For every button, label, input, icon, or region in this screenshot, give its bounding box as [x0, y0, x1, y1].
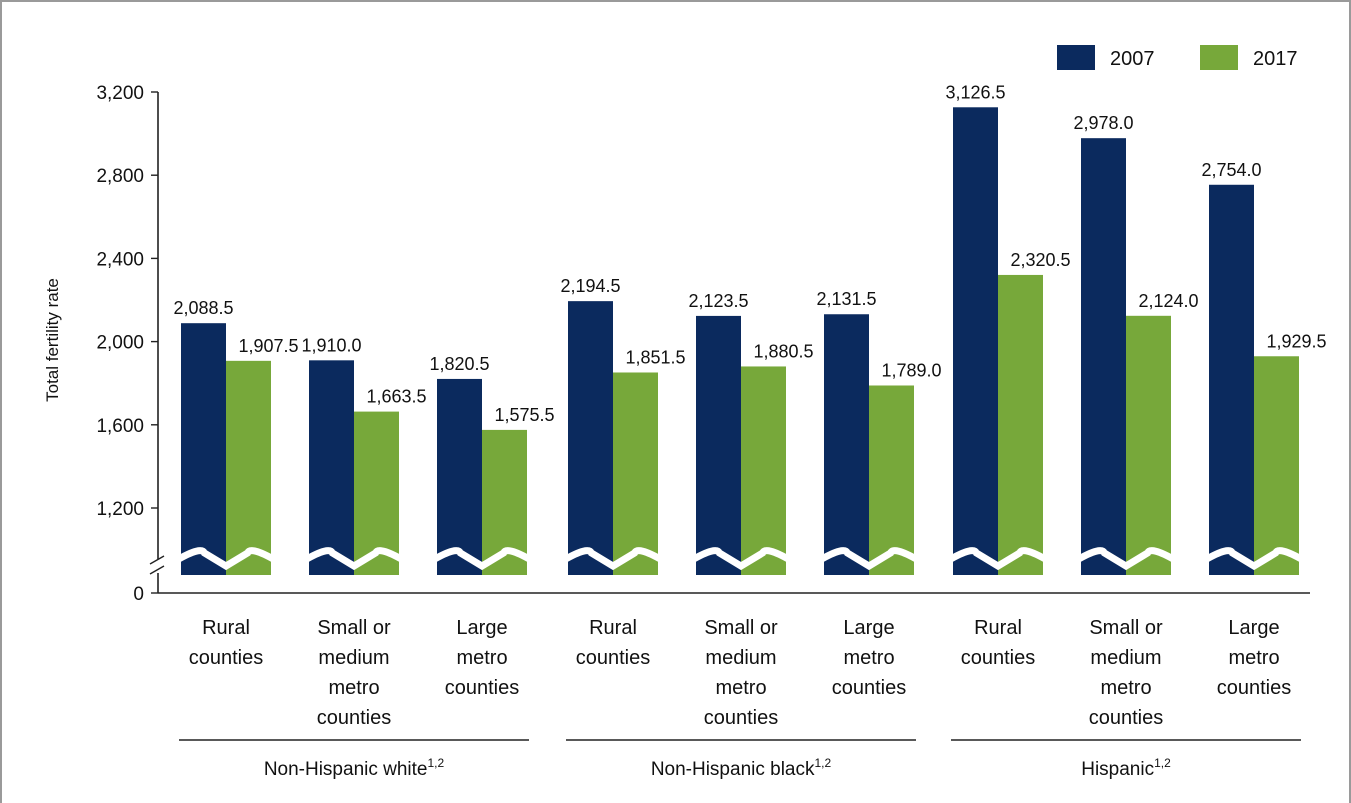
category-label: Large	[1228, 617, 1279, 639]
category-label: counties	[832, 677, 907, 699]
bar-2007	[568, 301, 613, 575]
category-label: metro	[1100, 677, 1151, 699]
bar-2007	[309, 360, 354, 575]
y-tick-label: 0	[133, 584, 144, 605]
category-label: Large	[843, 617, 894, 639]
category-label: Small or	[704, 617, 778, 639]
data-label: 1,910.0	[301, 335, 361, 355]
bar-break-mark	[175, 547, 277, 571]
bar-2017	[1254, 356, 1299, 575]
category-label: counties	[317, 707, 392, 729]
y-tick-label: 2,800	[96, 166, 144, 187]
category-label: counties	[189, 647, 264, 669]
category-label: Rural	[589, 617, 637, 639]
y-tick-label: 1,600	[96, 416, 144, 437]
data-label: 1,663.5	[366, 387, 426, 407]
data-label: 2,320.5	[1010, 250, 1070, 270]
data-label: 2,124.0	[1138, 291, 1198, 311]
bar-2007	[696, 315, 741, 575]
legend-swatch-2017	[1200, 45, 1238, 70]
data-label: 2,131.5	[816, 289, 876, 309]
category-label: metro	[843, 647, 894, 669]
bar-2007	[953, 107, 998, 576]
data-label: 1,929.5	[1266, 331, 1326, 351]
data-label: 1,907.5	[238, 336, 298, 356]
bar-2017	[1126, 315, 1171, 575]
bar-2017	[869, 385, 914, 575]
data-label: 1,789.0	[881, 360, 941, 380]
data-label: 2,978.0	[1073, 113, 1133, 133]
y-axis-title: Total fertility rate	[43, 278, 62, 402]
category-label: counties	[445, 677, 520, 699]
category-label: metro	[1228, 647, 1279, 669]
data-label: 2,123.5	[688, 291, 748, 311]
data-label: 1,820.5	[429, 354, 489, 374]
data-label: 1,575.5	[494, 405, 554, 425]
category-label: metro	[328, 677, 379, 699]
bar-break-mark	[431, 547, 533, 571]
group-label: Non-Hispanic black1,2	[651, 756, 832, 780]
bar-2007	[1209, 184, 1254, 575]
data-label: 1,851.5	[625, 347, 685, 367]
bar-2007	[1081, 138, 1126, 575]
legend-label: 2007	[1110, 48, 1155, 70]
group-label-text: Non-Hispanic black	[651, 759, 815, 780]
category-label: Rural	[202, 617, 250, 639]
group-label-text: Hispanic	[1081, 759, 1154, 780]
category-label: metro	[715, 677, 766, 699]
bar-break-mark	[562, 547, 664, 571]
axis-break-mark	[149, 555, 165, 565]
bar-break-mark	[947, 547, 1049, 571]
category-label: Large	[456, 617, 507, 639]
axis-break-mark	[149, 565, 165, 575]
bar-break-mark	[1075, 547, 1177, 571]
category-label: counties	[576, 647, 651, 669]
data-label: 1,880.5	[753, 341, 813, 361]
category-label: Rural	[974, 617, 1022, 639]
legend-swatch-2007	[1057, 45, 1095, 70]
data-label: 3,126.5	[945, 82, 1005, 102]
category-label: Small or	[317, 617, 391, 639]
bar-break-mark	[303, 547, 405, 571]
category-label: medium	[318, 647, 389, 669]
bar-break-mark	[690, 547, 792, 571]
bar-2007	[181, 323, 226, 575]
category-label: Small or	[1089, 617, 1163, 639]
legend-label: 2017	[1253, 48, 1298, 70]
data-label: 2,754.0	[1201, 160, 1261, 180]
category-label: counties	[1089, 707, 1164, 729]
category-label: counties	[961, 647, 1036, 669]
bar-break-mark	[1203, 547, 1305, 571]
bar-2007	[824, 314, 869, 575]
bar-2007	[437, 378, 482, 575]
group-label-superscript: 1,2	[428, 756, 445, 770]
group-label-text: Non-Hispanic white	[264, 759, 428, 780]
bar-2017	[613, 372, 658, 575]
y-tick-label: 2,400	[96, 249, 144, 270]
y-tick-label: 3,200	[96, 83, 144, 104]
category-label: metro	[456, 647, 507, 669]
category-label: counties	[704, 707, 779, 729]
group-label: Hispanic1,2	[1081, 756, 1171, 780]
bar-break-mark	[818, 547, 920, 571]
bar-2017	[998, 274, 1043, 575]
category-label: counties	[1217, 677, 1292, 699]
bar-2017	[741, 366, 786, 575]
group-label-superscript: 1,2	[1154, 756, 1171, 770]
y-tick-label: 1,200	[96, 499, 144, 520]
data-label: 2,088.5	[173, 298, 233, 318]
group-label-superscript: 1,2	[815, 756, 832, 770]
category-label: medium	[705, 647, 776, 669]
y-tick-label: 2,000	[96, 333, 144, 354]
data-label: 2,194.5	[560, 276, 620, 296]
category-label: medium	[1090, 647, 1161, 669]
group-label: Non-Hispanic white1,2	[264, 756, 445, 780]
bar-2017	[226, 360, 271, 575]
